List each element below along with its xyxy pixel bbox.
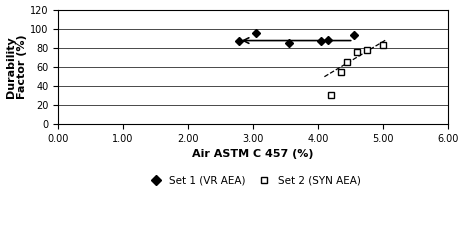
X-axis label: Air ASTM C 457 (%): Air ASTM C 457 (%) xyxy=(192,149,313,159)
Legend: Set 1 (VR AEA), Set 2 (SYN AEA): Set 1 (VR AEA), Set 2 (SYN AEA) xyxy=(141,171,364,190)
Y-axis label: Durability
Factor (%): Durability Factor (%) xyxy=(6,35,27,99)
